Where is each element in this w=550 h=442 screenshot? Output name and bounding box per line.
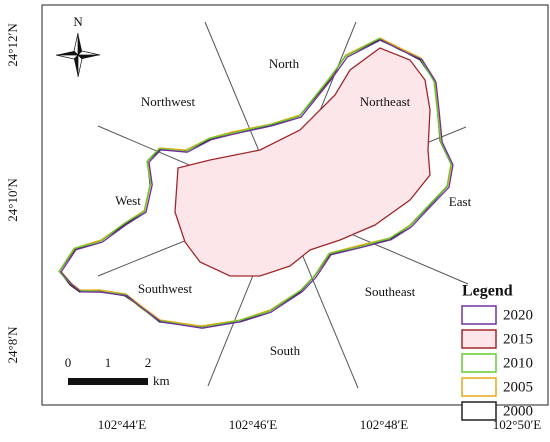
- sector-label: Southwest: [138, 281, 193, 296]
- lat-label: 24°12′N: [5, 23, 20, 67]
- lake-outline: [60, 39, 454, 329]
- lon-label: 102°44′E: [98, 417, 147, 432]
- sector-label: West: [115, 193, 141, 208]
- legend-label: 2020: [503, 307, 533, 323]
- sector-label: North: [269, 56, 300, 71]
- legend-swatch: [461, 353, 497, 373]
- lat-label: 24°8′N: [5, 326, 20, 364]
- scale-unit: km: [153, 373, 170, 388]
- lake-outline: [59, 37, 453, 327]
- lon-label: 102°50′E: [493, 417, 542, 432]
- legend-title: Legend: [462, 283, 513, 300]
- legend: Legend 2020 2015 2010 2005 2000: [461, 283, 533, 421]
- legend-swatch: [461, 377, 497, 397]
- lon-label: 102°46′E: [229, 417, 278, 432]
- sector-label: Northwest: [141, 94, 196, 109]
- scale-tick: 1: [105, 355, 112, 370]
- legend-swatch: [461, 401, 497, 421]
- sector-label: South: [270, 343, 301, 358]
- legend-swatch: [461, 329, 497, 349]
- lake-2015: [174, 47, 431, 277]
- north-label: N: [73, 14, 83, 29]
- scale-tick: 2: [145, 355, 152, 370]
- sector-label: Southeast: [365, 284, 416, 299]
- sector-label: Northeast: [360, 94, 411, 109]
- legend-label: 2000: [503, 403, 533, 419]
- legend-label: 2010: [503, 355, 533, 371]
- scale-bar-rect: [68, 378, 148, 385]
- legend-label: 2015: [503, 331, 533, 347]
- legend-label: 2005: [503, 379, 533, 395]
- scale-bar: 0 1 2 km: [65, 355, 170, 388]
- lake-outline: [58, 37, 452, 329]
- lat-label: 24°10′N: [5, 178, 20, 222]
- north-arrow: N: [55, 14, 101, 78]
- sector-label: East: [449, 194, 472, 209]
- scale-tick: 0: [65, 355, 72, 370]
- legend-swatch: [461, 305, 497, 325]
- lake-boundaries: [58, 37, 454, 329]
- lon-label: 102°48′E: [360, 417, 409, 432]
